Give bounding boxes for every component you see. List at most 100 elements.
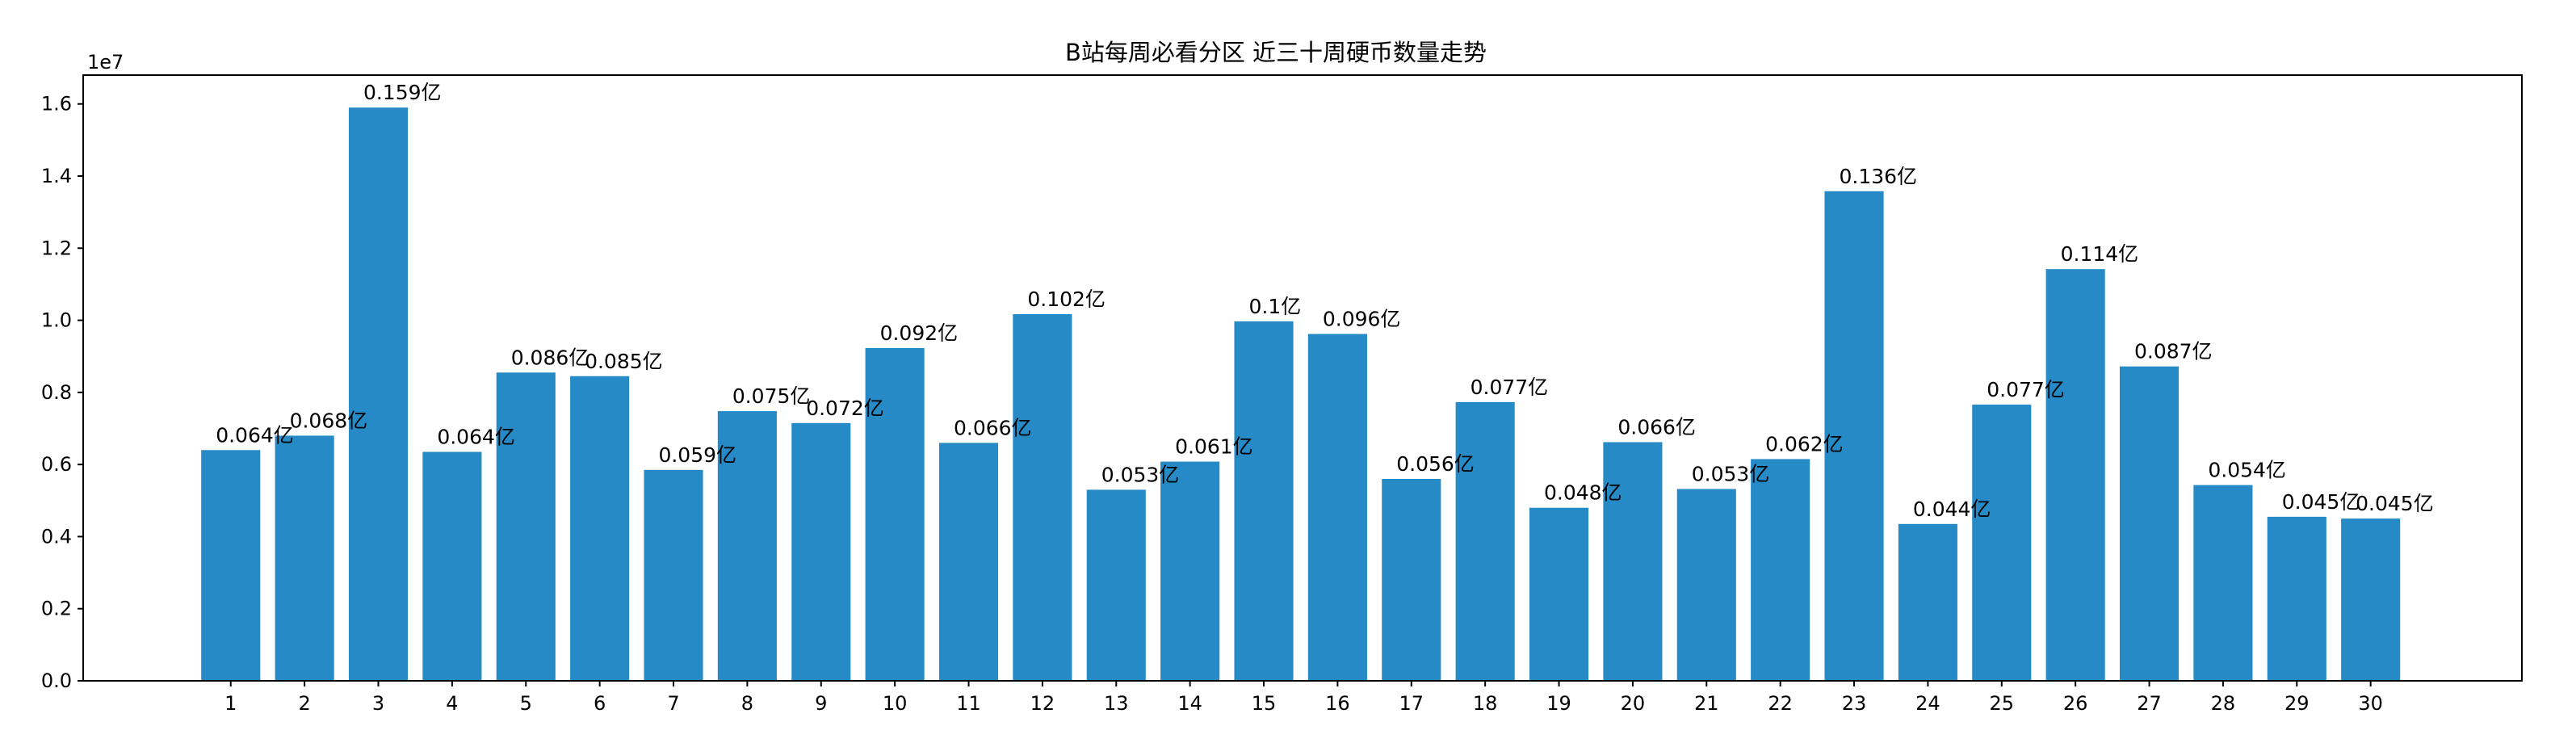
- bar-week-19: [1529, 508, 1588, 681]
- data-label-week-23: 0.136亿: [1839, 165, 1917, 188]
- data-label-week-3: 0.159亿: [363, 81, 442, 104]
- data-label-week-20: 0.066亿: [1617, 415, 1696, 439]
- data-label-week-11: 0.066亿: [954, 416, 1032, 439]
- chart-title: B站每周必看分区 近三十周硬币数量走势: [1065, 39, 1487, 66]
- x-tick-label: 29: [2284, 692, 2310, 715]
- bar-week-25: [1972, 405, 2031, 681]
- y-tick-label: 0.2: [41, 598, 72, 620]
- bar-week-27: [2120, 367, 2179, 681]
- y-tick-label: 1.4: [41, 165, 72, 187]
- bar-week-3: [349, 107, 408, 681]
- x-tick-label: 16: [1325, 692, 1350, 715]
- y-tick-label: 0.6: [41, 453, 72, 476]
- x-tick-label: 12: [1030, 692, 1055, 715]
- data-label-week-26: 0.114亿: [2061, 242, 2139, 266]
- bar-week-29: [2268, 517, 2326, 681]
- x-tick-label: 24: [1915, 692, 1940, 715]
- data-label-week-7: 0.059亿: [658, 443, 736, 467]
- data-label-week-17: 0.056亿: [1396, 452, 1475, 476]
- data-label-week-22: 0.062亿: [1765, 432, 1844, 455]
- bar-week-17: [1382, 479, 1441, 681]
- x-tick-label: 3: [372, 692, 384, 715]
- bar-week-2: [275, 435, 334, 681]
- data-label-week-19: 0.048亿: [1544, 481, 1622, 505]
- x-axis: 1 2 3 4 5 6 7 8 9 10 11 12 13 14 15 16 17 18 19 20 21 22 23 24 2…: [224, 681, 2383, 715]
- bar-week-21: [1677, 489, 1736, 682]
- x-tick-label: 23: [1842, 692, 1867, 715]
- y-tick-label: 0.0: [41, 670, 72, 692]
- bar-week-15: [1234, 321, 1293, 681]
- data-label-week-30: 0.045亿: [2356, 492, 2434, 515]
- y-axis-offset-label: 1e7: [87, 51, 124, 73]
- bar-week-7: [644, 470, 703, 681]
- data-label-week-1: 0.064亿: [216, 423, 294, 447]
- bar-week-1: [201, 450, 260, 681]
- y-tick-label: 0.4: [41, 525, 72, 548]
- data-label-week-2: 0.068亿: [290, 409, 368, 432]
- x-tick-label: 28: [2211, 692, 2236, 715]
- x-tick-label: 22: [1768, 692, 1793, 715]
- bar-week-16: [1308, 334, 1367, 681]
- bar-week-28: [2193, 485, 2252, 681]
- data-label-week-27: 0.087亿: [2134, 340, 2213, 363]
- x-tick-label: 20: [1621, 692, 1646, 715]
- bar-week-26: [2046, 269, 2105, 681]
- x-tick-label: 26: [2063, 692, 2088, 715]
- x-tick-label: 30: [2358, 692, 2383, 715]
- data-label-week-5: 0.086亿: [511, 346, 589, 369]
- data-label-week-14: 0.061亿: [1175, 435, 1253, 459]
- data-label-week-18: 0.077亿: [1471, 376, 1549, 399]
- data-label-week-8: 0.075亿: [732, 384, 811, 408]
- bar-week-12: [1013, 314, 1072, 681]
- bar-week-4: [422, 452, 481, 681]
- x-tick-label: 7: [667, 692, 679, 715]
- x-tick-label: 9: [815, 692, 827, 715]
- x-tick-label: 6: [594, 692, 606, 715]
- x-tick-label: 5: [520, 692, 532, 715]
- bar-week-30: [2341, 518, 2400, 681]
- data-label-week-13: 0.053亿: [1101, 463, 1180, 486]
- data-label-week-6: 0.085亿: [585, 350, 663, 373]
- data-label-week-21: 0.053亿: [1692, 463, 1770, 486]
- bar-week-5: [497, 372, 556, 681]
- x-tick-label: 8: [741, 692, 753, 715]
- bar-week-18: [1456, 402, 1515, 681]
- x-tick-label: 13: [1104, 692, 1129, 715]
- x-tick-label: 27: [2137, 692, 2162, 715]
- y-tick-label: 1.2: [41, 237, 72, 259]
- data-label-week-25: 0.077亿: [1987, 378, 2065, 401]
- bar-week-22: [1751, 459, 1810, 681]
- bar-week-9: [791, 423, 850, 681]
- data-label-week-9: 0.072亿: [806, 397, 884, 420]
- bar-week-6: [570, 376, 629, 681]
- data-label-week-10: 0.092亿: [880, 321, 959, 345]
- data-label-week-29: 0.045亿: [2282, 490, 2360, 514]
- y-tick-label: 0.8: [41, 381, 72, 404]
- x-tick-label: 14: [1177, 692, 1202, 715]
- x-tick-label: 11: [956, 692, 981, 715]
- bar-week-11: [939, 443, 998, 681]
- bar-week-20: [1603, 442, 1662, 681]
- x-tick-label: 1: [224, 692, 237, 715]
- bar-week-14: [1160, 462, 1219, 681]
- x-tick-label: 21: [1694, 692, 1719, 715]
- x-tick-label: 18: [1473, 692, 1498, 715]
- data-label-week-12: 0.102亿: [1027, 288, 1105, 311]
- data-label-week-24: 0.044亿: [1913, 497, 1991, 521]
- bar-week-13: [1087, 489, 1146, 681]
- y-tick-label: 1.6: [41, 93, 72, 115]
- data-label-week-28: 0.054亿: [2208, 459, 2286, 482]
- x-tick-label: 2: [298, 692, 310, 715]
- x-tick-label: 19: [1546, 692, 1571, 715]
- x-tick-label: 17: [1399, 692, 1424, 715]
- data-label-week-4: 0.064亿: [437, 426, 515, 449]
- x-tick-label: 25: [1990, 692, 2015, 715]
- data-label-week-16: 0.096亿: [1323, 308, 1401, 331]
- y-axis: 0.0 0.2 0.4 0.6 0.8 1.0 1.2 1.4 1.6: [41, 93, 83, 692]
- y-tick-label: 1.0: [41, 309, 72, 332]
- x-tick-label: 10: [883, 692, 908, 715]
- x-tick-label: 15: [1252, 692, 1277, 715]
- bars-group: [201, 107, 2400, 681]
- bar-week-24: [1898, 524, 1957, 681]
